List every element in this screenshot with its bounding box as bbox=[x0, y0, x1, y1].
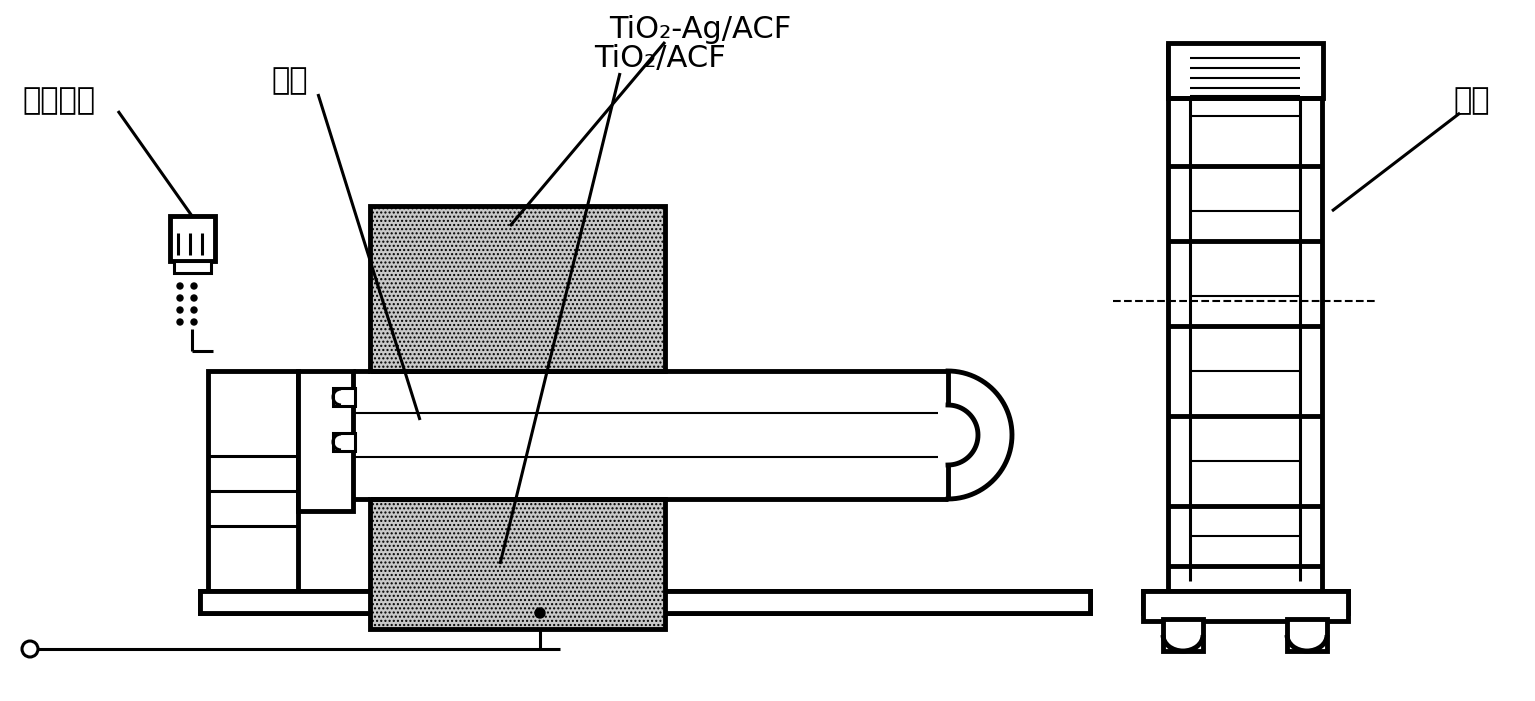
Circle shape bbox=[536, 608, 545, 618]
Bar bbox=[200, 591, 1090, 613]
Circle shape bbox=[190, 283, 196, 289]
Bar bbox=[1144, 591, 1348, 613]
Text: TiO₂-Ag/ACF: TiO₂-Ag/ACF bbox=[609, 15, 791, 43]
Text: 灯管: 灯管 bbox=[272, 67, 309, 95]
Bar bbox=[353, 371, 949, 499]
Bar bbox=[333, 433, 355, 451]
Bar bbox=[1168, 43, 1323, 98]
Bar bbox=[209, 371, 298, 591]
Circle shape bbox=[177, 295, 183, 301]
Text: TiO₂/ACF: TiO₂/ACF bbox=[594, 44, 726, 74]
Circle shape bbox=[190, 307, 196, 313]
Bar bbox=[170, 216, 215, 261]
Circle shape bbox=[177, 283, 183, 289]
Bar bbox=[1144, 591, 1348, 621]
Circle shape bbox=[177, 307, 183, 313]
Polygon shape bbox=[949, 371, 1012, 499]
Bar bbox=[298, 371, 353, 511]
Bar bbox=[173, 261, 210, 273]
Bar bbox=[200, 591, 1090, 613]
Text: 灯管电源: 灯管电源 bbox=[21, 86, 95, 116]
Bar bbox=[370, 206, 665, 371]
Bar bbox=[370, 499, 665, 629]
Circle shape bbox=[190, 295, 196, 301]
Bar bbox=[1286, 619, 1326, 651]
Circle shape bbox=[177, 319, 183, 325]
Bar bbox=[370, 371, 665, 499]
Text: 风扇: 风扇 bbox=[1454, 86, 1490, 116]
Circle shape bbox=[21, 641, 38, 657]
Bar bbox=[333, 388, 355, 406]
Bar bbox=[1164, 619, 1203, 651]
Circle shape bbox=[190, 319, 196, 325]
